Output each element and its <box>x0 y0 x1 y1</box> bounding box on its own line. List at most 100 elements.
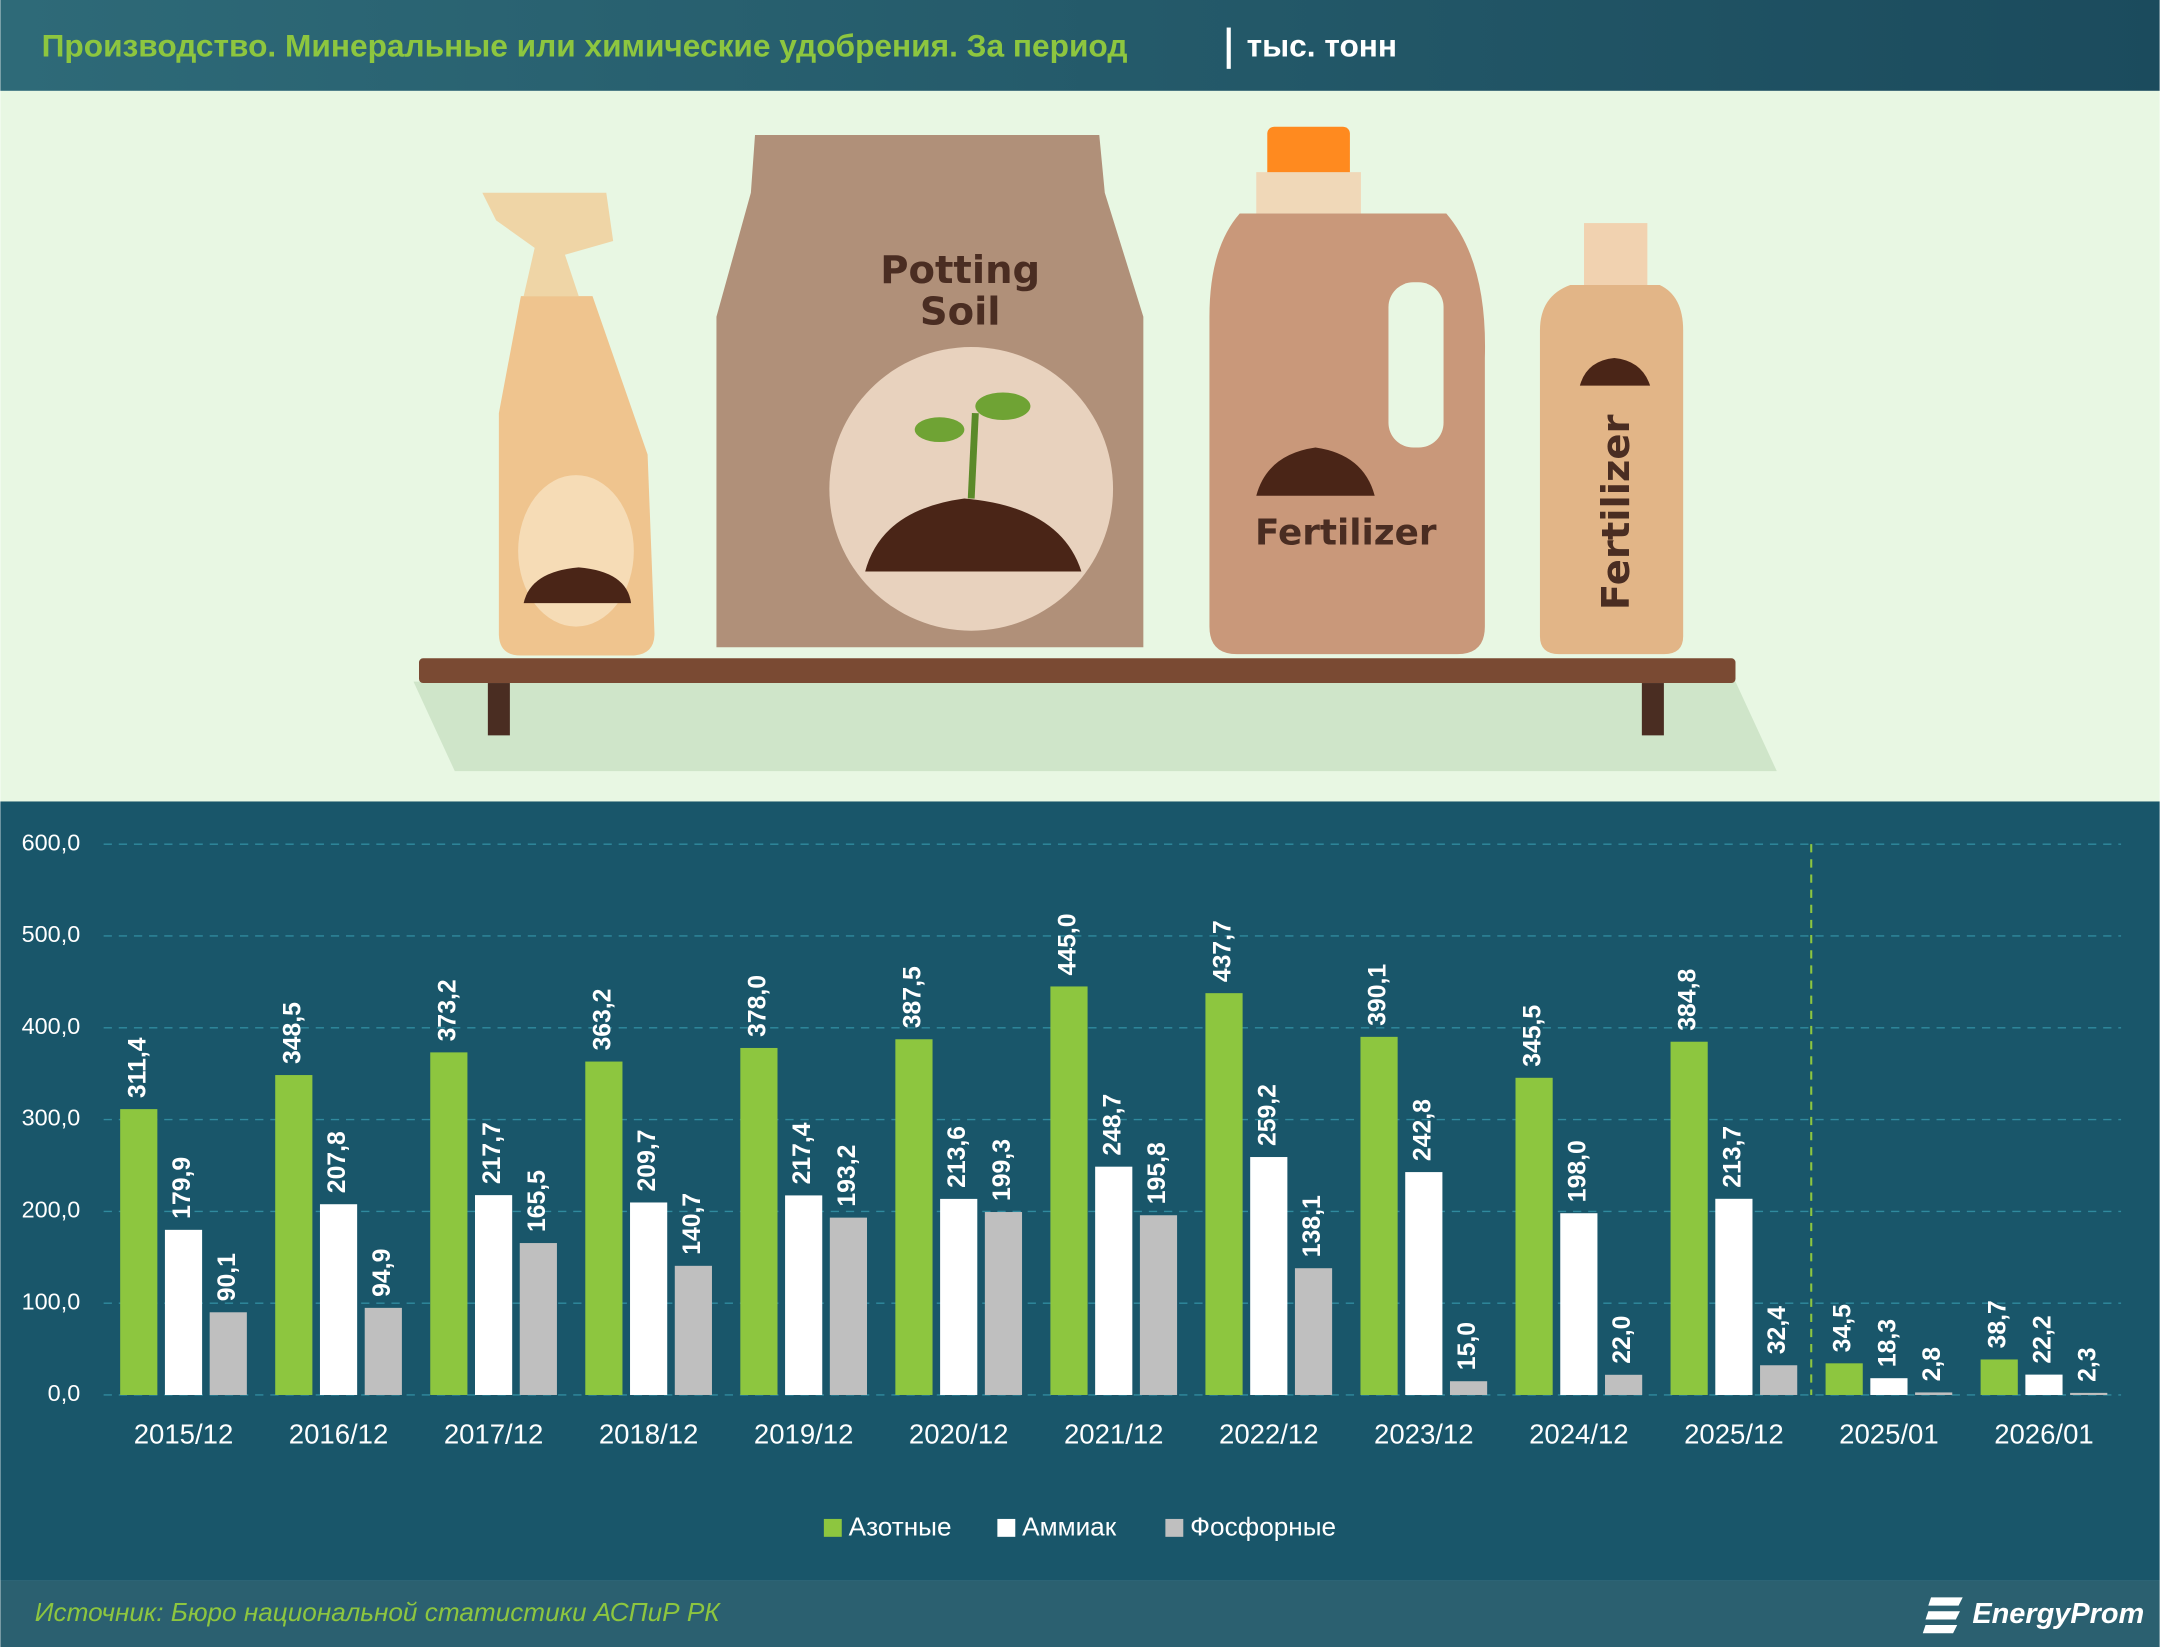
legend-swatch <box>823 1518 842 1537</box>
shelf-shadow <box>413 681 1777 772</box>
header <box>0 0 2160 91</box>
value-label: 387,5 <box>899 966 926 1028</box>
value-label: 15,0 <box>1454 1322 1481 1370</box>
value-label: 348,5 <box>279 1002 306 1064</box>
source: Источник: Бюро национальной статистики А… <box>35 1597 722 1627</box>
x-tick-label: 2020/12 <box>909 1419 1009 1450</box>
bar <box>1095 1166 1133 1395</box>
bar <box>1670 1041 1708 1395</box>
bar <box>1760 1365 1798 1395</box>
bar <box>1050 986 1088 1395</box>
bar <box>474 1195 513 1395</box>
y-tick-label: 200,0 <box>22 1197 81 1223</box>
legend-swatch <box>1165 1518 1184 1537</box>
bar <box>1294 1268 1333 1395</box>
value-label: 209,7 <box>634 1129 661 1191</box>
bar <box>785 1195 823 1395</box>
jug-cap <box>1267 126 1350 180</box>
bar <box>1915 1392 1953 1395</box>
bar <box>1980 1359 2018 1395</box>
value-label: 345,5 <box>1520 1005 1547 1067</box>
bar <box>674 1265 712 1395</box>
value-label: 22,0 <box>1609 1316 1636 1364</box>
soil <box>1579 358 1651 386</box>
x-tick-label: 2018/12 <box>599 1419 699 1450</box>
bar <box>940 1198 978 1395</box>
bag-label: Soil <box>920 289 1001 334</box>
value-label: 390,1 <box>1365 964 1392 1026</box>
bar <box>1205 993 1243 1395</box>
bar <box>1449 1381 1488 1395</box>
x-tick-label: 2016/12 <box>289 1419 389 1450</box>
bar <box>319 1204 358 1395</box>
bottle <box>1539 285 1684 655</box>
bar <box>1870 1378 1908 1395</box>
bar <box>1825 1363 1863 1395</box>
bar <box>2025 1374 2063 1395</box>
value-label: 90,1 <box>214 1253 241 1301</box>
soil <box>865 498 1082 572</box>
value-label: 437,7 <box>1210 920 1237 982</box>
bar <box>164 1229 203 1395</box>
jug-label: Fertilizer <box>1255 512 1437 553</box>
illustration: Potting Soil Fertilizer Fertilizer <box>0 90 2160 802</box>
logo-mark <box>1922 1597 1963 1634</box>
value-label: 363,2 <box>589 989 616 1051</box>
x-tick-label: 2022/12 <box>1219 1419 1319 1450</box>
shelf-leg <box>1641 683 1664 736</box>
title: Производство. Минеральные или химические… <box>42 28 1128 64</box>
legend-label: Аммиак <box>1022 1511 1117 1541</box>
bar <box>585 1061 623 1395</box>
bar <box>740 1047 778 1395</box>
bar <box>1405 1172 1443 1395</box>
bar <box>1515 1077 1553 1395</box>
value-label: 165,5 <box>524 1170 551 1232</box>
x-tick-label: 2015/12 <box>134 1419 234 1450</box>
jug <box>1209 213 1486 655</box>
value-label: 311,4 <box>124 1037 151 1098</box>
value-label: 195,8 <box>1144 1142 1171 1204</box>
value-label: 259,2 <box>1254 1084 1281 1146</box>
bar <box>1605 1374 1643 1395</box>
x-tick-label: 2025/12 <box>1684 1419 1784 1450</box>
value-label: 384,8 <box>1675 969 1702 1031</box>
value-label: 193,2 <box>834 1145 861 1207</box>
value-label: 18,3 <box>1874 1319 1901 1367</box>
value-label: 22,2 <box>2030 1315 2057 1363</box>
value-label: 94,9 <box>369 1249 396 1297</box>
bottle-label: Fertilizer <box>1594 414 1639 610</box>
x-tick-label: 2023/12 <box>1374 1419 1474 1450</box>
bar <box>275 1075 313 1395</box>
value-label: 34,5 <box>1830 1304 1857 1352</box>
y-tick-label: 400,0 <box>22 1013 81 1039</box>
value-label: 2,3 <box>2074 1347 2101 1381</box>
bar <box>895 1039 933 1395</box>
value-label: 198,0 <box>1564 1140 1591 1202</box>
unit: тыс. тонн <box>1247 28 1397 64</box>
legend-swatch <box>997 1518 1016 1537</box>
x-tick-label: 2025/01 <box>1839 1419 1939 1450</box>
x-tick-label: 2026/01 <box>1994 1419 2094 1450</box>
shelf-leg <box>487 683 510 736</box>
bar <box>1560 1213 1598 1395</box>
y-tick-label: 0,0 <box>48 1380 81 1406</box>
value-label: 38,7 <box>1985 1300 2012 1348</box>
x-tick-label: 2021/12 <box>1064 1419 1164 1450</box>
bar <box>1139 1215 1178 1395</box>
bar <box>1360 1036 1398 1395</box>
legend-label: Азотные <box>849 1511 952 1541</box>
value-label: 138,1 <box>1299 1195 1326 1257</box>
value-label: 373,2 <box>434 979 461 1041</box>
value-label: 32,4 <box>1764 1306 1791 1354</box>
y-tick-label: 100,0 <box>22 1288 81 1314</box>
jug-neck <box>1256 172 1361 214</box>
value-label: 199,3 <box>989 1139 1016 1201</box>
bar <box>120 1109 158 1395</box>
value-label: 213,6 <box>944 1126 971 1188</box>
value-label: 378,0 <box>744 975 771 1037</box>
x-tick-label: 2017/12 <box>444 1419 544 1450</box>
value-label: 207,8 <box>324 1131 351 1193</box>
soil <box>523 567 632 604</box>
value-label: 217,7 <box>479 1122 506 1184</box>
